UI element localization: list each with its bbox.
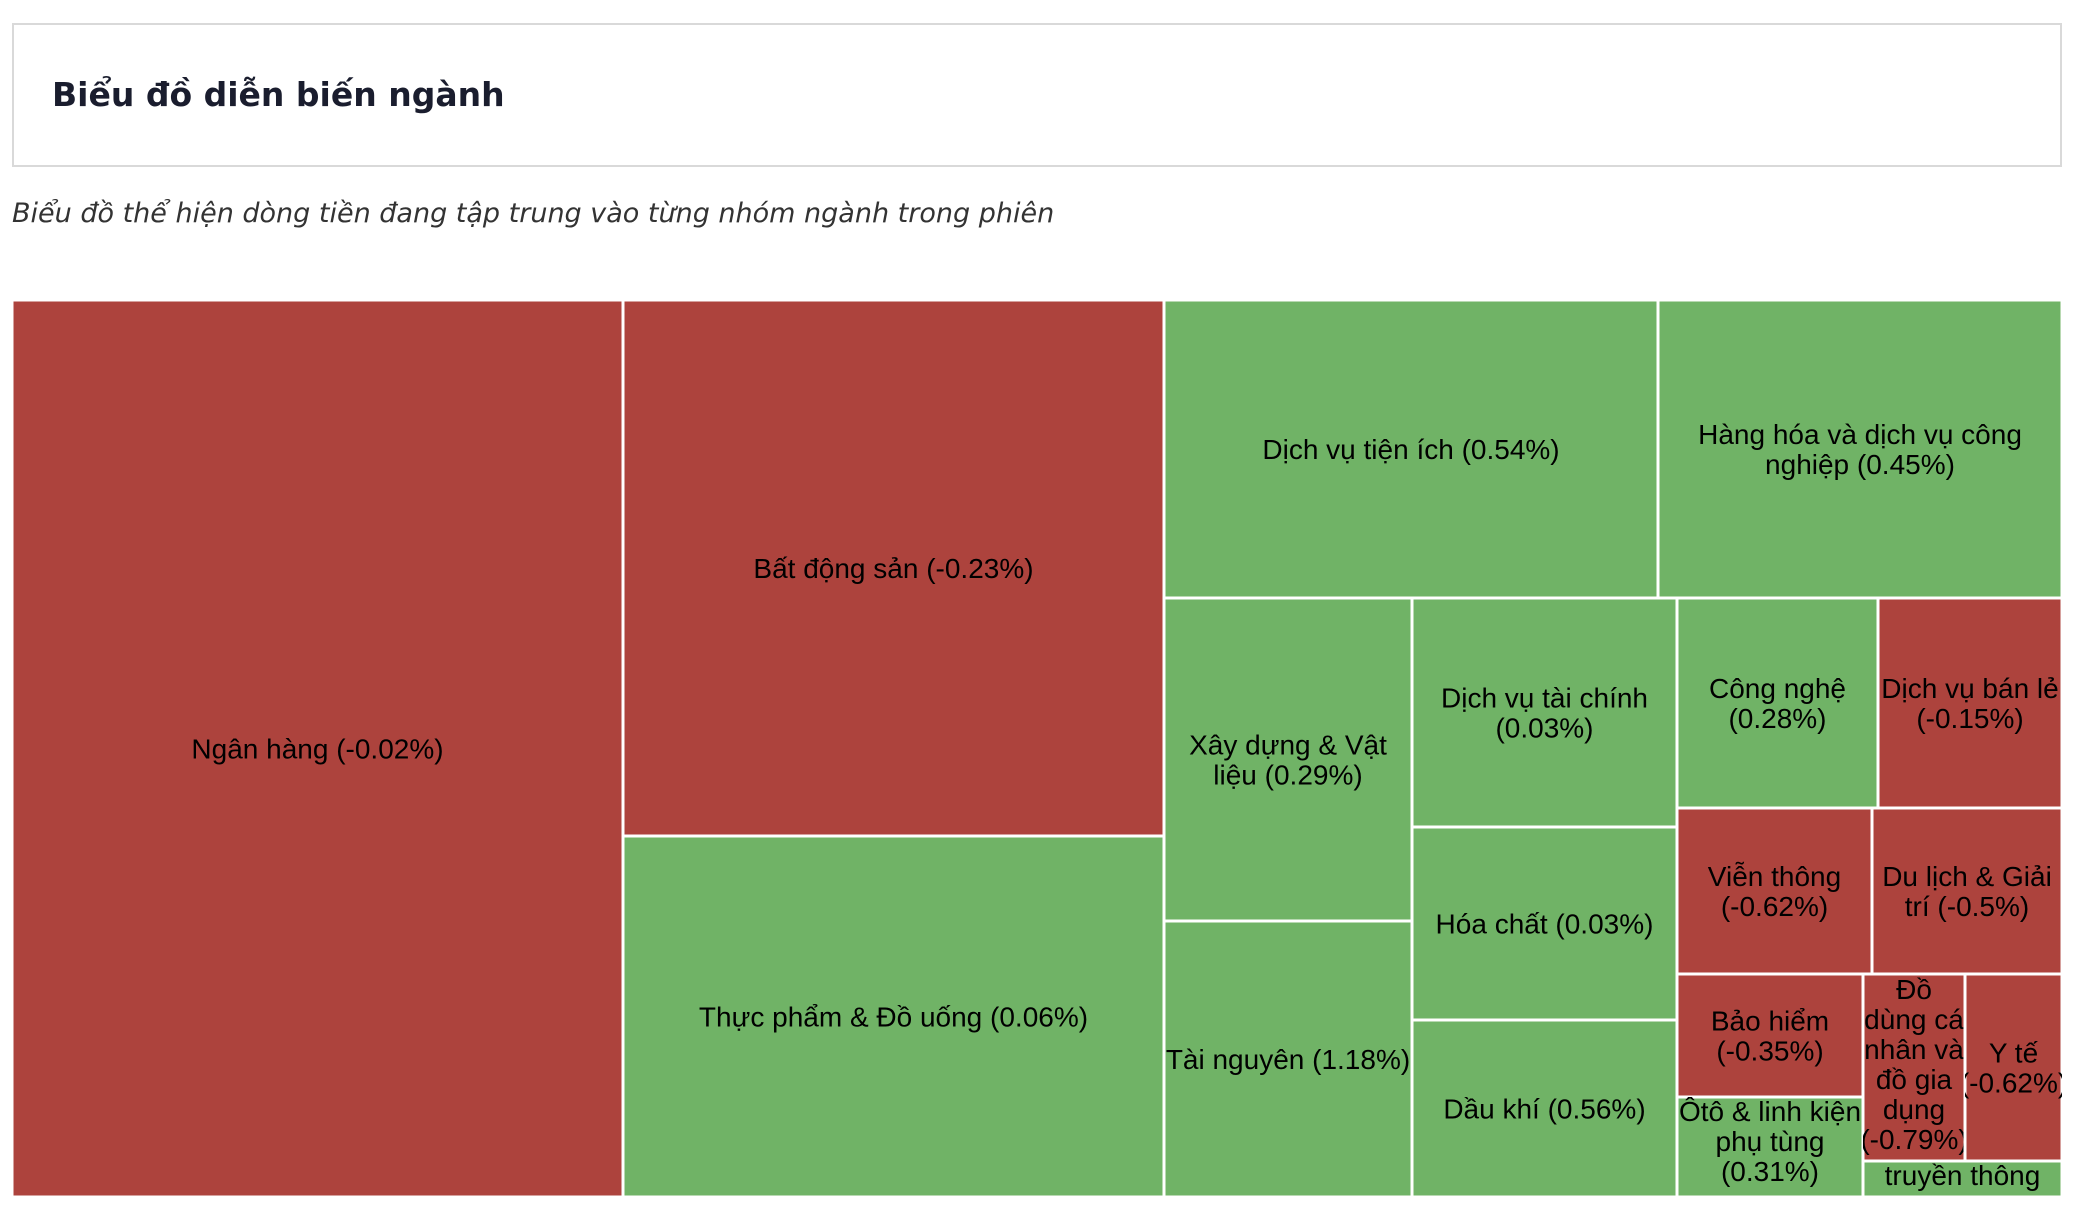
treemap-rect-hoa-chat[interactable]	[1410, 825, 1679, 1022]
treemap-label-xay-dung-vat-lieu: Xây dựng & Vật liệu (0.29%)	[1189, 730, 1387, 791]
treemap-label-bat-dong-san: Bất động sản (-0.23%)	[753, 553, 1033, 584]
treemap-label-cong-nghe: Công nghệ (0.28%)	[1709, 673, 1846, 734]
treemap-cell-dich-vu-tai-chinh[interactable]: Dịch vụ tài chính (0.03%)	[1410, 596, 1679, 829]
treemap-cell-cong-nghe[interactable]: Công nghệ (0.28%)	[1675, 596, 1880, 810]
header-panel: Biểu đồ diễn biến ngành	[12, 23, 2062, 167]
treemap-svg: Ngân hàng (-0.02%) Bất động sản (-0.23%) T…	[12, 300, 2062, 1197]
treemap-rect-thuc-pham-do-uong[interactable]	[621, 834, 1166, 1197]
treemap-rect-tai-nguyen[interactable]	[1162, 919, 1414, 1197]
treemap-rect-dich-vu-tien-ich[interactable]	[1162, 300, 1660, 600]
sector-treemap: Ngân hàng (-0.02%) Bất động sản (-0.23%) T…	[12, 300, 2062, 1197]
page-title: Biểu đồ diễn biến ngành	[52, 75, 505, 114]
treemap-label-do-dung-ca-nhan-va-do-gia-dung: Đồ dùng cá nhân và đồ gia dụng (-0.79%)	[1860, 974, 1967, 1155]
treemap-cell-oto-linh-kien-phu-tung[interactable]: Ôtô & linh kiện phụ tùng (0.31%)	[1675, 1095, 1865, 1197]
treemap-label-dich-vu-ban-le: Dịch vụ bán lẻ (-0.15%)	[1881, 673, 2058, 734]
treemap-label-dich-vu-tai-chinh: Dịch vụ tài chính (0.03%)	[1441, 683, 1648, 744]
treemap-cell-dau-khi[interactable]: Dầu khí (0.56%)	[1410, 1018, 1679, 1197]
treemap-rect-ngan-hang[interactable]	[12, 300, 625, 1197]
treemap-rect-bao-hiem[interactable]	[1675, 972, 1865, 1099]
treemap-rect-bat-dong-san[interactable]	[621, 300, 1166, 838]
treemap-label-truyen-thong: truyền thông	[1885, 1160, 2041, 1191]
treemap-label-hang-hoa-va-dich-vu-cong-nghiep: Hàng hóa và dịch vụ công nghiệp (0.45%)	[1698, 419, 2022, 480]
treemap-rect-y-te[interactable]	[1963, 972, 2062, 1163]
treemap-cell-hang-hoa-va-dich-vu-cong-nghiep[interactable]: Hàng hóa và dịch vụ công nghiệp (0.45%)	[1656, 300, 2062, 600]
treemap-label-y-te: Y tế (-0.62%)	[1960, 1038, 2062, 1099]
treemap-cell-hoa-chat[interactable]: Hóa chất (0.03%)	[1410, 825, 1679, 1022]
treemap-label-bao-hiem: Bảo hiểm (-0.35%)	[1711, 1006, 1829, 1067]
treemap-cell-dich-vu-ban-le[interactable]: Dịch vụ bán lẻ (-0.15%)	[1876, 596, 2062, 810]
treemap-label-dau-khi: Dầu khí (0.56%)	[1443, 1094, 1645, 1125]
treemap-label-oto-linh-kien-phu-tung: Ôtô & linh kiện phụ tùng (0.31%)	[1679, 1096, 1861, 1187]
treemap-cell-bao-hiem[interactable]: Bảo hiểm (-0.35%)	[1675, 972, 1865, 1099]
treemap-rect-vien-thong[interactable]	[1675, 806, 1874, 976]
treemap-cell-ngan-hang[interactable]: Ngân hàng (-0.02%)	[12, 300, 625, 1197]
treemap-label-du-lich-giai-tri: Du lịch & Giải trí (-0.5%)	[1882, 861, 2052, 922]
treemap-rect-dich-vu-tai-chinh[interactable]	[1410, 596, 1679, 829]
treemap-label-dich-vu-tien-ich: Dịch vụ tiện ích (0.54%)	[1262, 434, 1559, 465]
treemap-cell-y-te[interactable]: Y tế (-0.62%)	[1960, 972, 2062, 1163]
treemap-cell-du-lich-giai-tri[interactable]: Du lịch & Giải trí (-0.5%)	[1870, 806, 2062, 976]
treemap-cell-dich-vu-tien-ich[interactable]: Dịch vụ tiện ích (0.54%)	[1162, 300, 1660, 600]
treemap-rect-dau-khi[interactable]	[1410, 1018, 1679, 1197]
treemap-cell-xay-dung-vat-lieu[interactable]: Xây dựng & Vật liệu (0.29%)	[1162, 596, 1414, 923]
treemap-cell-truyen-thong[interactable]: truyền thông	[1861, 1159, 2062, 1197]
treemap-label-hoa-chat: Hóa chất (0.03%)	[1436, 909, 1654, 940]
treemap-label-tai-nguyen: Tài nguyên (1.18%)	[1166, 1044, 1410, 1075]
treemap-label-thuc-pham-do-uong: Thực phẩm & Đồ uống (0.06%)	[699, 1002, 1088, 1033]
treemap-rect-truyen-thong[interactable]	[1861, 1159, 2062, 1197]
treemap-cell-thuc-pham-do-uong[interactable]: Thực phẩm & Đồ uống (0.06%)	[621, 834, 1166, 1197]
treemap-rect-xay-dung-vat-lieu[interactable]	[1162, 596, 1414, 923]
treemap-cell-vien-thong[interactable]: Viễn thông (-0.62%)	[1675, 806, 1874, 976]
chart-subtitle: Biểu đồ thể hiện dòng tiền đang tập trun…	[12, 198, 1055, 229]
treemap-label-vien-thong: Viễn thông (-0.62%)	[1708, 861, 1841, 922]
treemap-cell-tai-nguyen[interactable]: Tài nguyên (1.18%)	[1162, 919, 1414, 1197]
treemap-cell-do-dung-ca-nhan-va-do-gia-dung[interactable]: Đồ dùng cá nhân và đồ gia dụng (-0.79%)	[1860, 972, 1967, 1163]
treemap-cell-bat-dong-san[interactable]: Bất động sản (-0.23%)	[621, 300, 1166, 838]
treemap-rect-hang-hoa-va-dich-vu-cong-nghiep[interactable]	[1656, 300, 2062, 600]
treemap-rect-oto-linh-kien-phu-tung[interactable]	[1675, 1095, 1865, 1197]
treemap-label-ngan-hang: Ngân hàng (-0.02%)	[191, 734, 443, 765]
